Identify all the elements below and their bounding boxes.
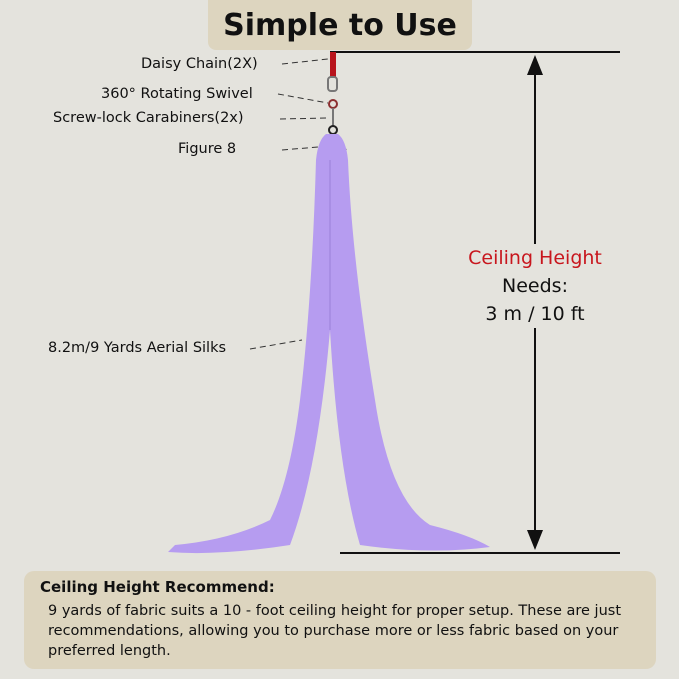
part-label-carabiners: Screw-lock Carabiners(2x) — [53, 110, 244, 126]
page-title: Simple to Use — [208, 0, 472, 50]
swivel — [328, 99, 338, 109]
recommendation-panel: Ceiling Height Recommend: 9 yards of fab… — [24, 571, 656, 669]
part-label-swivel: 360° Rotating Swivel — [101, 86, 253, 102]
leader-lines — [249, 58, 329, 350]
recommendation-body: 9 yards of fabric suits a 10 - foot ceil… — [48, 603, 621, 659]
recommendation-heading: Ceiling Height Recommend: — [40, 578, 275, 596]
aerial-silk — [168, 134, 490, 554]
daisy-chain — [330, 52, 336, 77]
figure-8-ring — [328, 125, 338, 135]
ceiling-needs: Needs: — [450, 272, 620, 300]
ceiling-height-heading: Ceiling Height — [450, 244, 620, 272]
part-label-silks: 8.2m/9 Yards Aerial Silks — [48, 340, 227, 356]
arrow-down-icon — [527, 530, 543, 550]
ceiling-value: 3 m / 10 ft — [450, 300, 620, 328]
arrow-up-icon — [527, 55, 543, 75]
carabiner-top — [327, 76, 338, 92]
part-label-figure-8: Figure 8 — [178, 141, 237, 157]
part-label-daisy-chain: Daisy Chain(2X) — [141, 56, 258, 72]
